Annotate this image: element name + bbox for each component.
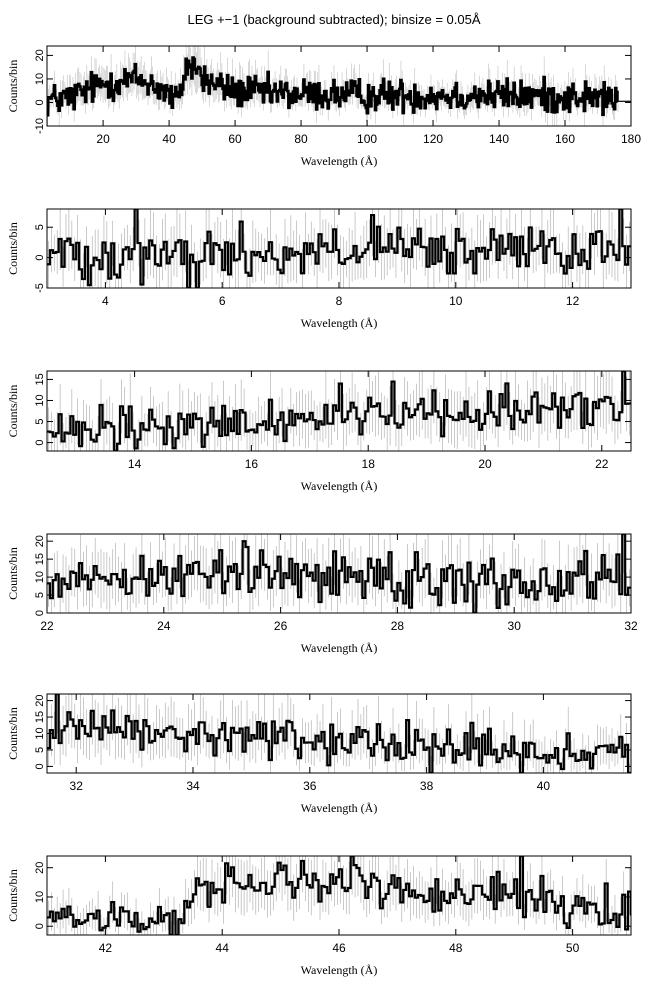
y-tick-label: 15 (34, 711, 46, 723)
y-tick-label: 0 (34, 763, 46, 769)
x-tick-label: 30 (508, 619, 522, 633)
plot-frame (46, 370, 632, 452)
chart-panel-4: 22 24 26 28 30 32 0 5 10 15 20 Wavelength (Å) Counts… (6, 533, 638, 655)
x-tick-label: 6 (219, 294, 226, 308)
x-tick-label: 12 (566, 294, 580, 308)
chart-panel-6: 42 44 46 48 50 0 10 20 Wavelength (Å) Counts/bin (6, 855, 632, 977)
x-tick-label: 8 (336, 294, 343, 308)
histogram-series (47, 856, 631, 935)
y-tick-label: 5 (34, 418, 46, 424)
x-tick-label: 46 (332, 941, 346, 955)
x-tick-label: 80 (294, 132, 308, 146)
chart-panel-3: 14 16 18 20 22 0 5 10 15 Wavelength (Å) Counts/bin (6, 370, 632, 493)
y-tick-label: 0 (34, 99, 46, 105)
data-area (47, 694, 631, 773)
x-tick-label: 36 (303, 779, 317, 793)
y-tick-label: 20 (34, 535, 46, 547)
x-tick-label: 24 (157, 619, 171, 633)
y-tick-label: 20 (34, 862, 46, 874)
x-tick-label: 44 (216, 941, 230, 955)
y-tick-label: 5 (34, 747, 46, 753)
y-axis-title: Counts/bin (6, 547, 20, 600)
data-area (47, 856, 631, 935)
x-tick-label: 22 (595, 457, 609, 471)
chart-panel-2: 4 6 8 10 12 -5 0 5 Wavelength (Å) Counts/bin (6, 208, 632, 330)
x-tick-label: 180 (621, 132, 641, 146)
y-tick-label: -10 (34, 118, 46, 134)
x-axis-title: Wavelength (Å) (301, 479, 378, 493)
y-tick-label: 10 (34, 727, 46, 739)
histogram-series (47, 694, 631, 773)
y-tick-label: 20 (34, 49, 46, 61)
chart-panel-5: 32 34 36 38 40 0 5 10 15 20 Wavelength (Å) Counts/b… (6, 693, 632, 815)
x-tick-label: 160 (555, 132, 575, 146)
x-tick-label: 16 (245, 457, 259, 471)
x-tick-label: 48 (449, 941, 463, 955)
y-tick-label: 0 (34, 440, 46, 446)
x-tick-label: 20 (478, 457, 492, 471)
x-axis-title: Wavelength (Å) (301, 963, 378, 977)
y-tick-label: 10 (34, 394, 46, 406)
x-tick-label: 26 (274, 619, 288, 633)
y-tick-label: 0 (34, 610, 46, 616)
plot-frame (46, 533, 632, 614)
x-tick-label: 100 (357, 132, 377, 146)
x-tick-label: 34 (186, 779, 200, 793)
data-area (47, 46, 631, 126)
histogram-series (47, 56, 619, 117)
y-tick-label: 10 (34, 891, 46, 903)
y-tick-label: 0 (34, 255, 46, 261)
y-axis-title: Counts/bin (6, 222, 20, 275)
y-axis-title: Counts/bin (6, 707, 20, 760)
x-tick-label: 32 (70, 779, 84, 793)
x-tick-label: 4 (102, 294, 109, 308)
x-tick-label: 28 (391, 619, 405, 633)
histogram-series (47, 534, 631, 613)
x-tick-label: 40 (537, 779, 551, 793)
x-axis-title: Wavelength (Å) (301, 154, 378, 168)
y-axis-title: Counts/bin (6, 869, 20, 922)
chart-title: LEG +−1 (background subtracted); binsize… (187, 12, 480, 27)
x-tick-label: 38 (420, 779, 434, 793)
x-tick-label: 50 (566, 941, 580, 955)
histogram-series (47, 371, 631, 451)
x-tick-label: 120 (423, 132, 443, 146)
x-axis-title: Wavelength (Å) (301, 641, 378, 655)
x-axis-title: Wavelength (Å) (301, 316, 378, 330)
x-tick-label: 60 (228, 132, 242, 146)
x-tick-label: 40 (162, 132, 176, 146)
x-tick-label: 32 (624, 619, 638, 633)
plot-frame (46, 45, 632, 127)
x-tick-label: 42 (99, 941, 113, 955)
y-tick-label: -5 (34, 283, 46, 293)
histogram-series (47, 209, 631, 288)
error-bars (48, 856, 630, 935)
x-tick-label: 140 (489, 132, 509, 146)
x-axis-title: Wavelength (Å) (301, 801, 378, 815)
x-tick-label: 22 (40, 619, 54, 633)
data-area (47, 371, 631, 451)
chart-panel-1: 20 40 60 80 100 120 140 160 180 -10 0 10 20 Wavelengt… (6, 45, 641, 168)
y-tick-label: 5 (34, 224, 46, 230)
y-tick-label: 15 (34, 373, 46, 385)
y-tick-label: 10 (34, 571, 46, 583)
data-area (47, 209, 631, 288)
y-axis-title: Counts/bin (6, 385, 20, 438)
x-tick-label: 20 (96, 132, 110, 146)
x-tick-label: 14 (128, 457, 142, 471)
y-tick-label: 5 (34, 592, 46, 598)
y-tick-label: 10 (34, 73, 46, 85)
y-axis-title: Counts/bin (6, 60, 20, 113)
data-area (47, 534, 631, 613)
y-tick-label: 20 (34, 694, 46, 706)
y-tick-label: 0 (34, 923, 46, 929)
x-tick-label: 18 (362, 457, 376, 471)
x-tick-label: 10 (449, 294, 463, 308)
y-tick-label: 15 (34, 553, 46, 565)
